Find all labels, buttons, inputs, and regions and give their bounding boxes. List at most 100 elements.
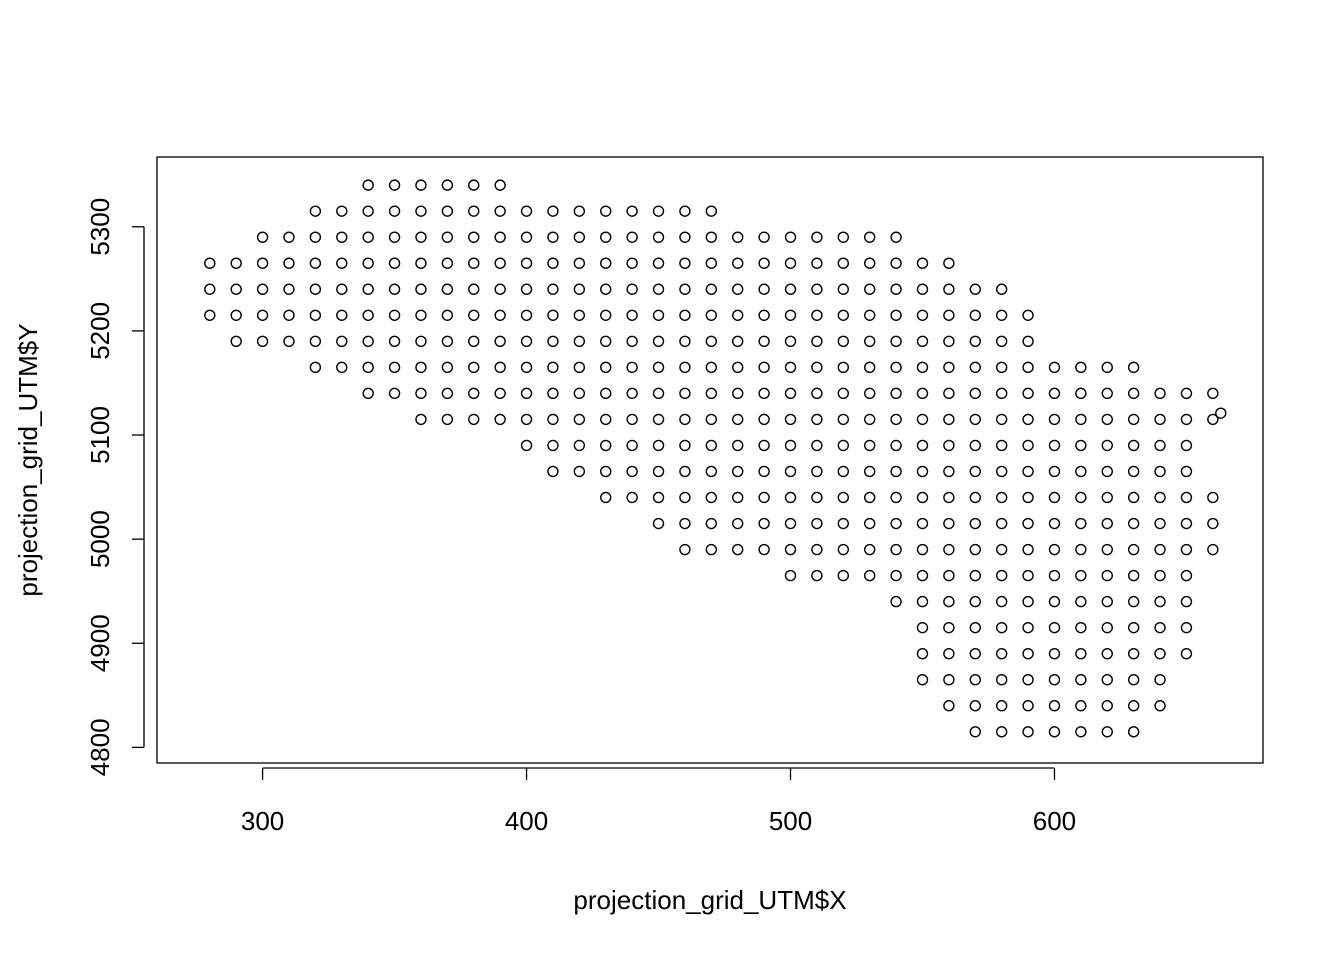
point (1101, 361, 1113, 374)
point (283, 231, 295, 243)
x-axis-label: projection_grid_UTM$X (573, 885, 846, 915)
point (1101, 465, 1113, 478)
point (811, 335, 823, 347)
point (1101, 413, 1113, 426)
point (784, 309, 797, 321)
point (758, 543, 770, 556)
point (1154, 621, 1166, 634)
point (837, 231, 850, 243)
point (732, 283, 744, 295)
point (732, 361, 744, 374)
point (441, 257, 454, 269)
point (995, 413, 1008, 426)
point (784, 569, 797, 582)
point (1207, 517, 1219, 530)
point (600, 205, 612, 217)
point (204, 257, 216, 269)
point (1101, 491, 1113, 504)
point (890, 361, 902, 374)
point (679, 361, 691, 374)
point (969, 387, 981, 400)
point (600, 413, 612, 426)
point (1048, 700, 1061, 712)
point (1022, 726, 1034, 738)
point (863, 309, 876, 321)
point (916, 335, 929, 347)
point (916, 257, 929, 269)
point (916, 621, 929, 634)
point (916, 309, 929, 321)
point (204, 283, 216, 295)
point (679, 335, 691, 347)
point (494, 309, 506, 321)
point (230, 335, 242, 347)
point (309, 205, 322, 217)
point (573, 231, 586, 243)
point (943, 647, 955, 660)
point (1127, 621, 1140, 634)
point (1022, 335, 1034, 347)
point (943, 621, 955, 634)
point (943, 361, 955, 374)
point (837, 517, 850, 530)
point (573, 387, 586, 400)
point (652, 257, 665, 269)
point (1048, 621, 1061, 634)
point (863, 335, 876, 347)
point (336, 335, 348, 347)
point (784, 543, 797, 556)
point (1207, 543, 1219, 556)
point (441, 179, 454, 191)
point (1022, 413, 1034, 426)
point (995, 283, 1008, 295)
point (811, 361, 823, 374)
point (626, 361, 638, 374)
point (336, 257, 348, 269)
point (626, 413, 638, 426)
point (890, 543, 902, 556)
point (943, 387, 955, 400)
point (943, 569, 955, 582)
point (995, 595, 1008, 608)
point (468, 231, 480, 243)
point (468, 179, 480, 191)
point (1180, 517, 1193, 530)
point (943, 465, 955, 478)
point (1075, 517, 1087, 530)
point (1127, 543, 1140, 556)
point (468, 413, 480, 426)
point (573, 465, 586, 478)
point (652, 335, 665, 347)
point (1180, 647, 1193, 660)
point (705, 491, 718, 504)
point (309, 309, 322, 321)
point (837, 387, 850, 400)
point (705, 439, 718, 452)
point (1048, 439, 1061, 452)
point (811, 257, 823, 269)
point (1101, 569, 1113, 582)
point (626, 439, 638, 452)
point (494, 205, 506, 217)
point (784, 335, 797, 347)
point (547, 439, 559, 452)
point (415, 413, 427, 426)
point (890, 257, 902, 269)
point (1048, 569, 1061, 582)
point (1154, 543, 1166, 556)
point (415, 179, 427, 191)
point (415, 335, 427, 347)
point (388, 257, 401, 269)
point (969, 621, 981, 634)
point (732, 465, 744, 478)
point (415, 205, 427, 217)
point (679, 205, 691, 217)
point (1075, 674, 1087, 686)
point (784, 387, 797, 400)
point (995, 700, 1008, 712)
point (969, 700, 981, 712)
point (388, 283, 401, 295)
point (679, 309, 691, 321)
point (1127, 413, 1140, 426)
point (468, 257, 480, 269)
